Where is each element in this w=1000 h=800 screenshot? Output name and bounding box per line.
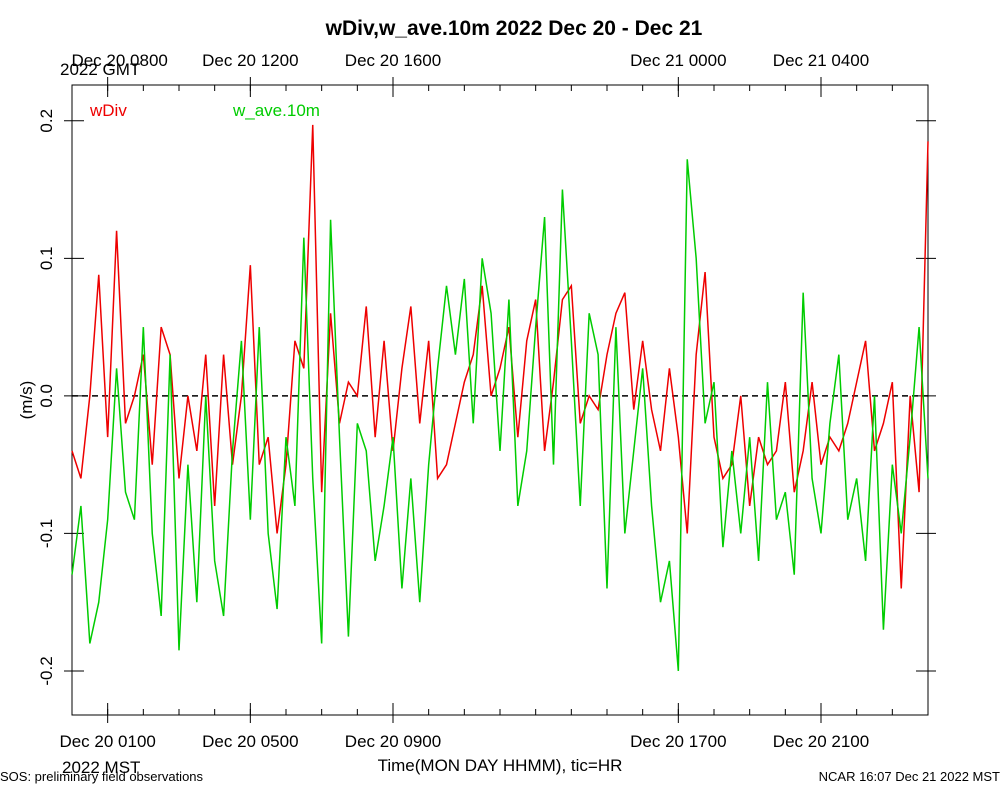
- legend-entry: wDiv: [89, 101, 127, 120]
- x2-tick-label: Dec 21 0000: [630, 51, 726, 70]
- x2-tick-label: Dec 20 1200: [202, 51, 298, 70]
- legend-entry: w_ave.10m: [232, 101, 320, 120]
- x-tick-label: Dec 20 0900: [345, 732, 441, 751]
- x-tick-label: Dec 20 1700: [630, 732, 726, 751]
- y-axis-label: (m/s): [17, 381, 36, 420]
- x2-tick-label: Dec 20 1600: [345, 51, 441, 70]
- x-tick-label: Dec 20 2100: [773, 732, 869, 751]
- series-line: [71, 124, 929, 589]
- y-tick-label: 0.1: [37, 246, 56, 270]
- x-tick-label: Dec 20 0500: [202, 732, 298, 751]
- bottom-year-label: 2022 MST: [62, 758, 140, 777]
- footer-right: NCAR 16:07 Dec 21 2022 MST: [819, 769, 1000, 784]
- y-tick-label: 0.2: [37, 109, 56, 133]
- y-tick-label: 0.0: [37, 384, 56, 408]
- y-tick-label: -0.1: [37, 519, 56, 548]
- footer-left: SOS: preliminary field observations: [0, 769, 204, 784]
- x2-tick-label: Dec 21 0400: [773, 51, 869, 70]
- top-year-label: 2022 GMT: [60, 60, 140, 79]
- x-axis-label: Time(MON DAY HHMM), tic=HR: [378, 756, 623, 775]
- y-tick-label: -0.2: [37, 656, 56, 685]
- chart-title: wDiv,w_ave.10m 2022 Dec 20 - Dec 21: [325, 17, 703, 40]
- x-tick-label: Dec 20 0100: [59, 732, 155, 751]
- x2-tick-label: Dec 20 0800: [71, 51, 167, 70]
- series-line: [71, 159, 929, 672]
